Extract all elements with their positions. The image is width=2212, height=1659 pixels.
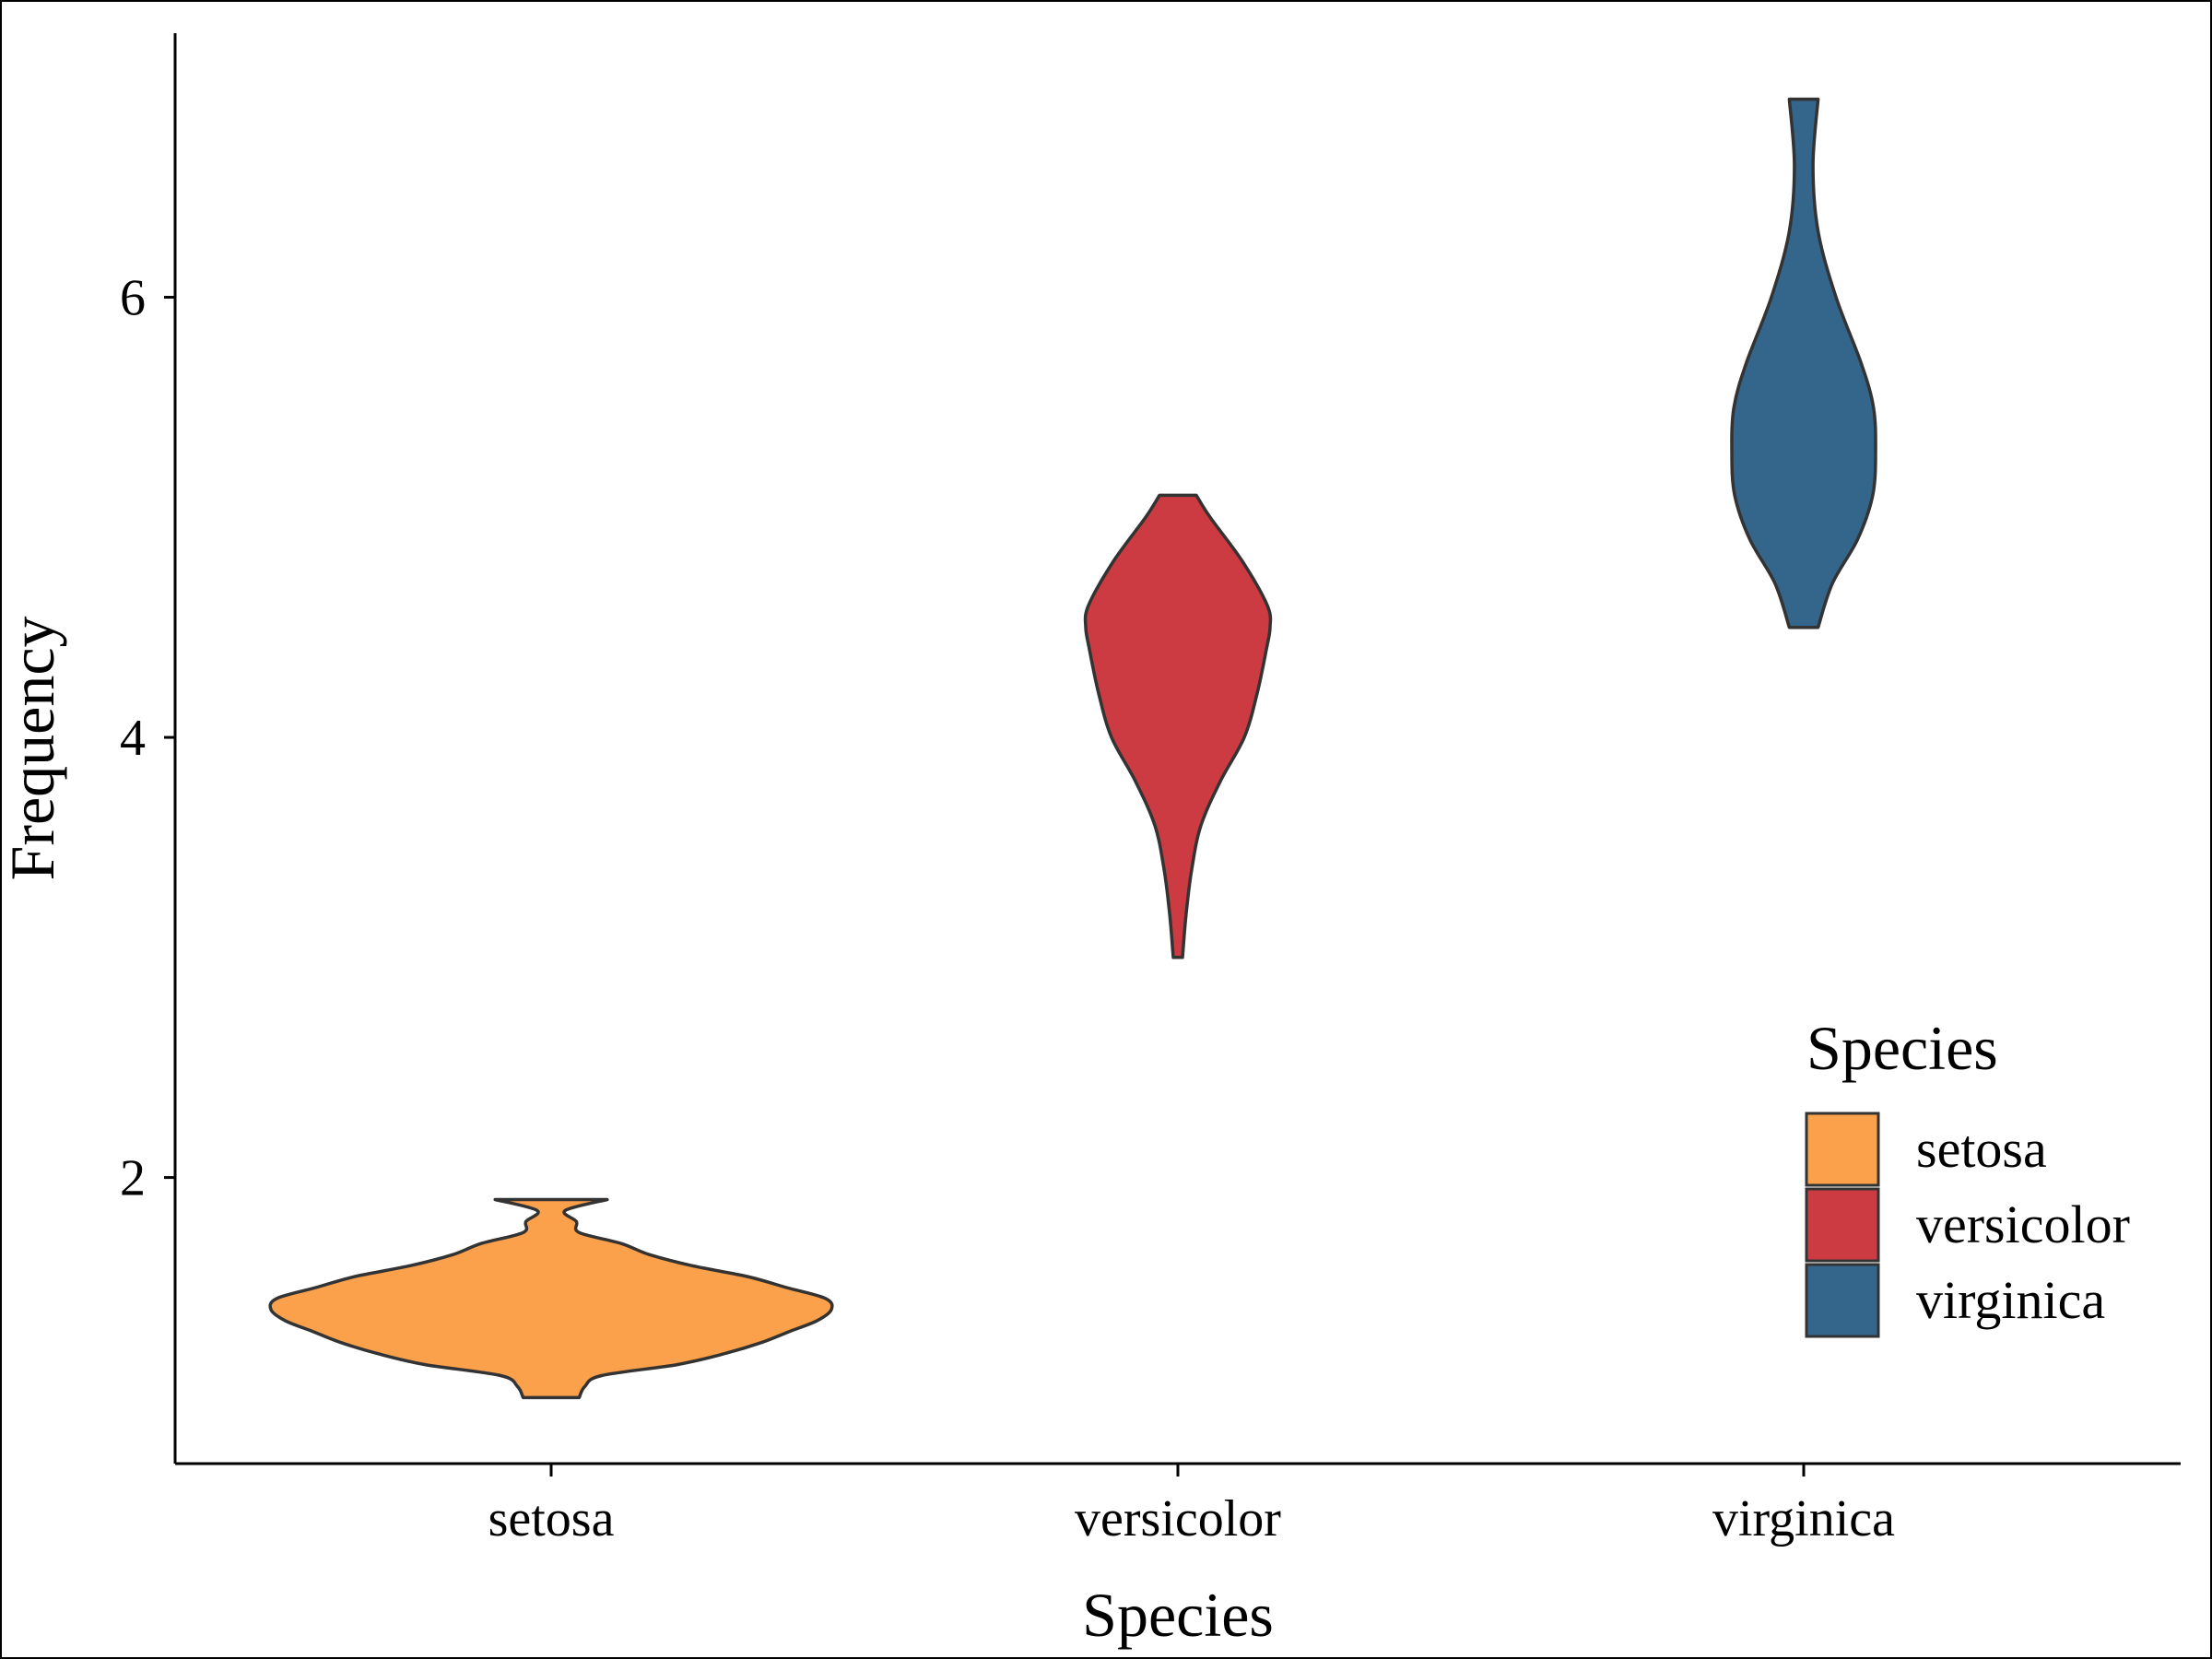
legend-swatch-virginica (1805, 1263, 1880, 1338)
x-tick-label-virginica: virginica (1712, 1490, 1895, 1547)
legend: Species setosa versicolor virginica (1805, 1013, 2130, 1338)
legend-label-virginica: virginica (1916, 1270, 2105, 1330)
y-axis-ticks: 2 4 6 (120, 270, 175, 1207)
y-tick-label: 4 (120, 710, 146, 767)
y-axis-title: Frequency (2, 616, 67, 880)
legend-label-versicolor: versicolor (1916, 1194, 2130, 1254)
violin-virginica (1730, 97, 1877, 629)
x-axis-ticks: setosa versicolor virginica (488, 1464, 1895, 1547)
y-tick-label: 6 (120, 270, 146, 327)
violin-layer (268, 97, 1877, 1400)
violin-setosa (268, 1197, 834, 1400)
legend-label-setosa: setosa (1916, 1119, 2047, 1179)
legend-items: setosa versicolor virginica (1805, 1112, 2130, 1338)
x-tick-label-versicolor: versicolor (1075, 1490, 1281, 1547)
legend-swatch-setosa (1805, 1112, 1880, 1187)
x-axis-title: Species (1082, 1580, 1274, 1650)
x-tick-label-setosa: setosa (488, 1490, 615, 1547)
violin-versicolor (1083, 493, 1273, 959)
legend-swatch-versicolor (1805, 1187, 1880, 1263)
y-tick-label: 2 (120, 1150, 146, 1207)
legend-title: Species (1806, 1013, 1998, 1083)
